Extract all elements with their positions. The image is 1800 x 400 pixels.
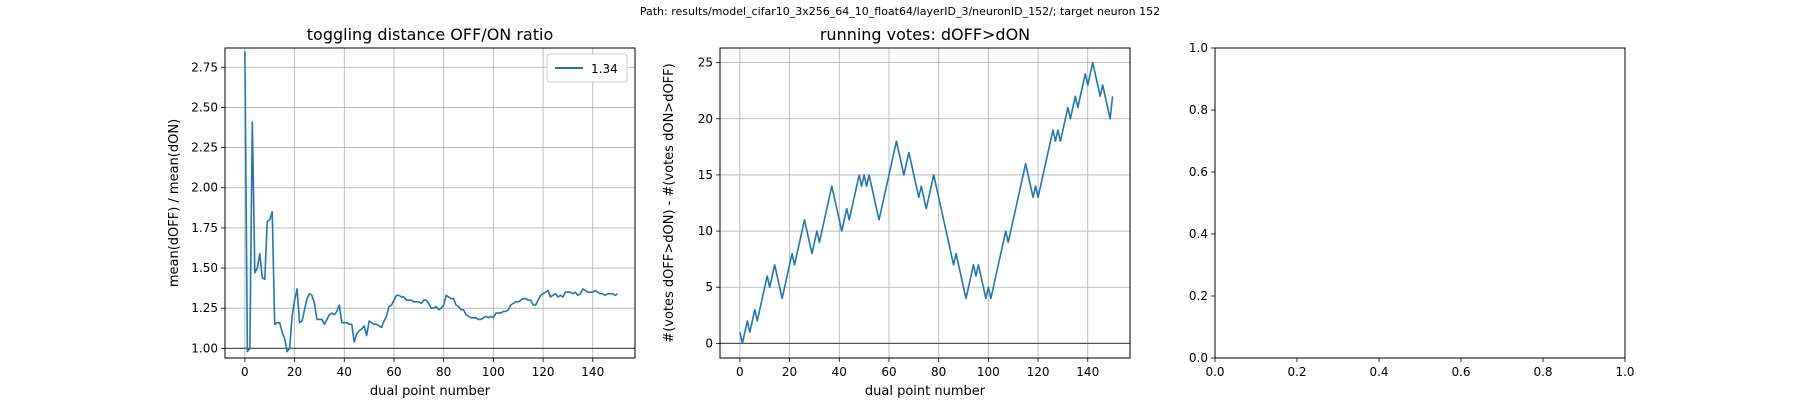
legend: 1.34 bbox=[546, 53, 628, 83]
y-tick-label: 2.75 bbox=[191, 60, 218, 74]
plot-area bbox=[225, 48, 635, 358]
x-tick-label: 60 bbox=[386, 365, 401, 379]
y-tick-label: 0.0 bbox=[1189, 351, 1208, 365]
x-tick-label: 0.2 bbox=[1287, 365, 1306, 379]
y-tick-label: 0 bbox=[705, 336, 713, 350]
figure-suptitle: Path: results/model_cifar10_3x256_64_10_… bbox=[640, 5, 1160, 18]
y-tick-label: 1.50 bbox=[191, 261, 218, 275]
chart-title: running votes: dOFF>dON bbox=[820, 25, 1030, 44]
y-tick-label: 20 bbox=[698, 112, 713, 126]
x-tick-label: 120 bbox=[1027, 365, 1050, 379]
y-tick-label: 0.2 bbox=[1189, 289, 1208, 303]
x-tick-label: 0.6 bbox=[1451, 365, 1470, 379]
y-tick-label: 1.25 bbox=[191, 301, 218, 315]
x-tick-label: 80 bbox=[436, 365, 451, 379]
y-tick-label: 0.6 bbox=[1189, 165, 1208, 179]
y-tick-label: 2.00 bbox=[191, 181, 218, 195]
axes-frame bbox=[1214, 47, 1626, 359]
y-tick-label: 1.0 bbox=[1189, 41, 1208, 55]
x-tick-label: 140 bbox=[581, 365, 604, 379]
x-tick-label: 20 bbox=[287, 365, 302, 379]
empty-chart: 0.0 0.2 0.4 0.6 0.8 1.0 0.0 0.2 0.4 0.6 0.8 1.0 bbox=[1189, 41, 1635, 379]
legend-frame bbox=[546, 53, 628, 83]
x-tick-label: 20 bbox=[782, 365, 797, 379]
x-tick-label: 40 bbox=[337, 365, 352, 379]
axes-frame bbox=[719, 47, 1131, 359]
x-tick-label: 80 bbox=[931, 365, 946, 379]
axes-frame bbox=[224, 47, 636, 359]
y-tick-label: 0.8 bbox=[1189, 103, 1208, 117]
y-tick-label: 2.50 bbox=[191, 100, 218, 114]
chart-title: toggling distance OFF/ON ratio bbox=[307, 25, 553, 44]
x-tick-label: 1.0 bbox=[1615, 365, 1634, 379]
x-tick-label: 100 bbox=[977, 365, 1000, 379]
x-tick-label: 0 bbox=[241, 365, 249, 379]
plot-area bbox=[1215, 48, 1625, 358]
y-tick-label: 15 bbox=[698, 168, 713, 182]
x-tick-label: 100 bbox=[482, 365, 505, 379]
legend-label: 1.34 bbox=[591, 62, 618, 76]
x-tick-label: 140 bbox=[1076, 365, 1099, 379]
ratio-chart: 0 20 40 60 80 100 120 140 1.00 1.25 1.50 1.75 2.00 2.… bbox=[167, 25, 636, 399]
y-tick-label: 2.25 bbox=[191, 141, 218, 155]
y-tick-label: 1.00 bbox=[191, 341, 218, 355]
x-axis-label: dual point number bbox=[370, 384, 491, 399]
x-axis-label: dual point number bbox=[865, 384, 986, 399]
y-axis-label: #(votes dOFF>dON) - #(votes dON>dOFF) bbox=[662, 63, 677, 342]
y-tick-label: 5 bbox=[705, 280, 713, 294]
x-tick-label: 0.4 bbox=[1369, 365, 1388, 379]
y-tick-label: 10 bbox=[698, 224, 713, 238]
x-tick-label: 60 bbox=[881, 365, 896, 379]
y-tick-label: 1.75 bbox=[191, 221, 218, 235]
series-line bbox=[739, 61, 1114, 345]
x-tick-label: 0 bbox=[736, 365, 744, 379]
x-tick-label: 40 bbox=[832, 365, 847, 379]
y-tick-label: 0.4 bbox=[1189, 227, 1208, 241]
x-tick-label: 0.0 bbox=[1205, 365, 1224, 379]
series-line bbox=[244, 51, 619, 353]
x-tick-label: 0.8 bbox=[1533, 365, 1552, 379]
y-axis-label: mean(dOFF) / mean(dON) bbox=[167, 119, 182, 287]
y-tick-label: 25 bbox=[698, 56, 713, 70]
x-tick-label: 120 bbox=[532, 365, 555, 379]
votes-chart: 0 20 40 60 80 100 120 140 0 5 10 15 20 25 running vote… bbox=[662, 25, 1131, 399]
